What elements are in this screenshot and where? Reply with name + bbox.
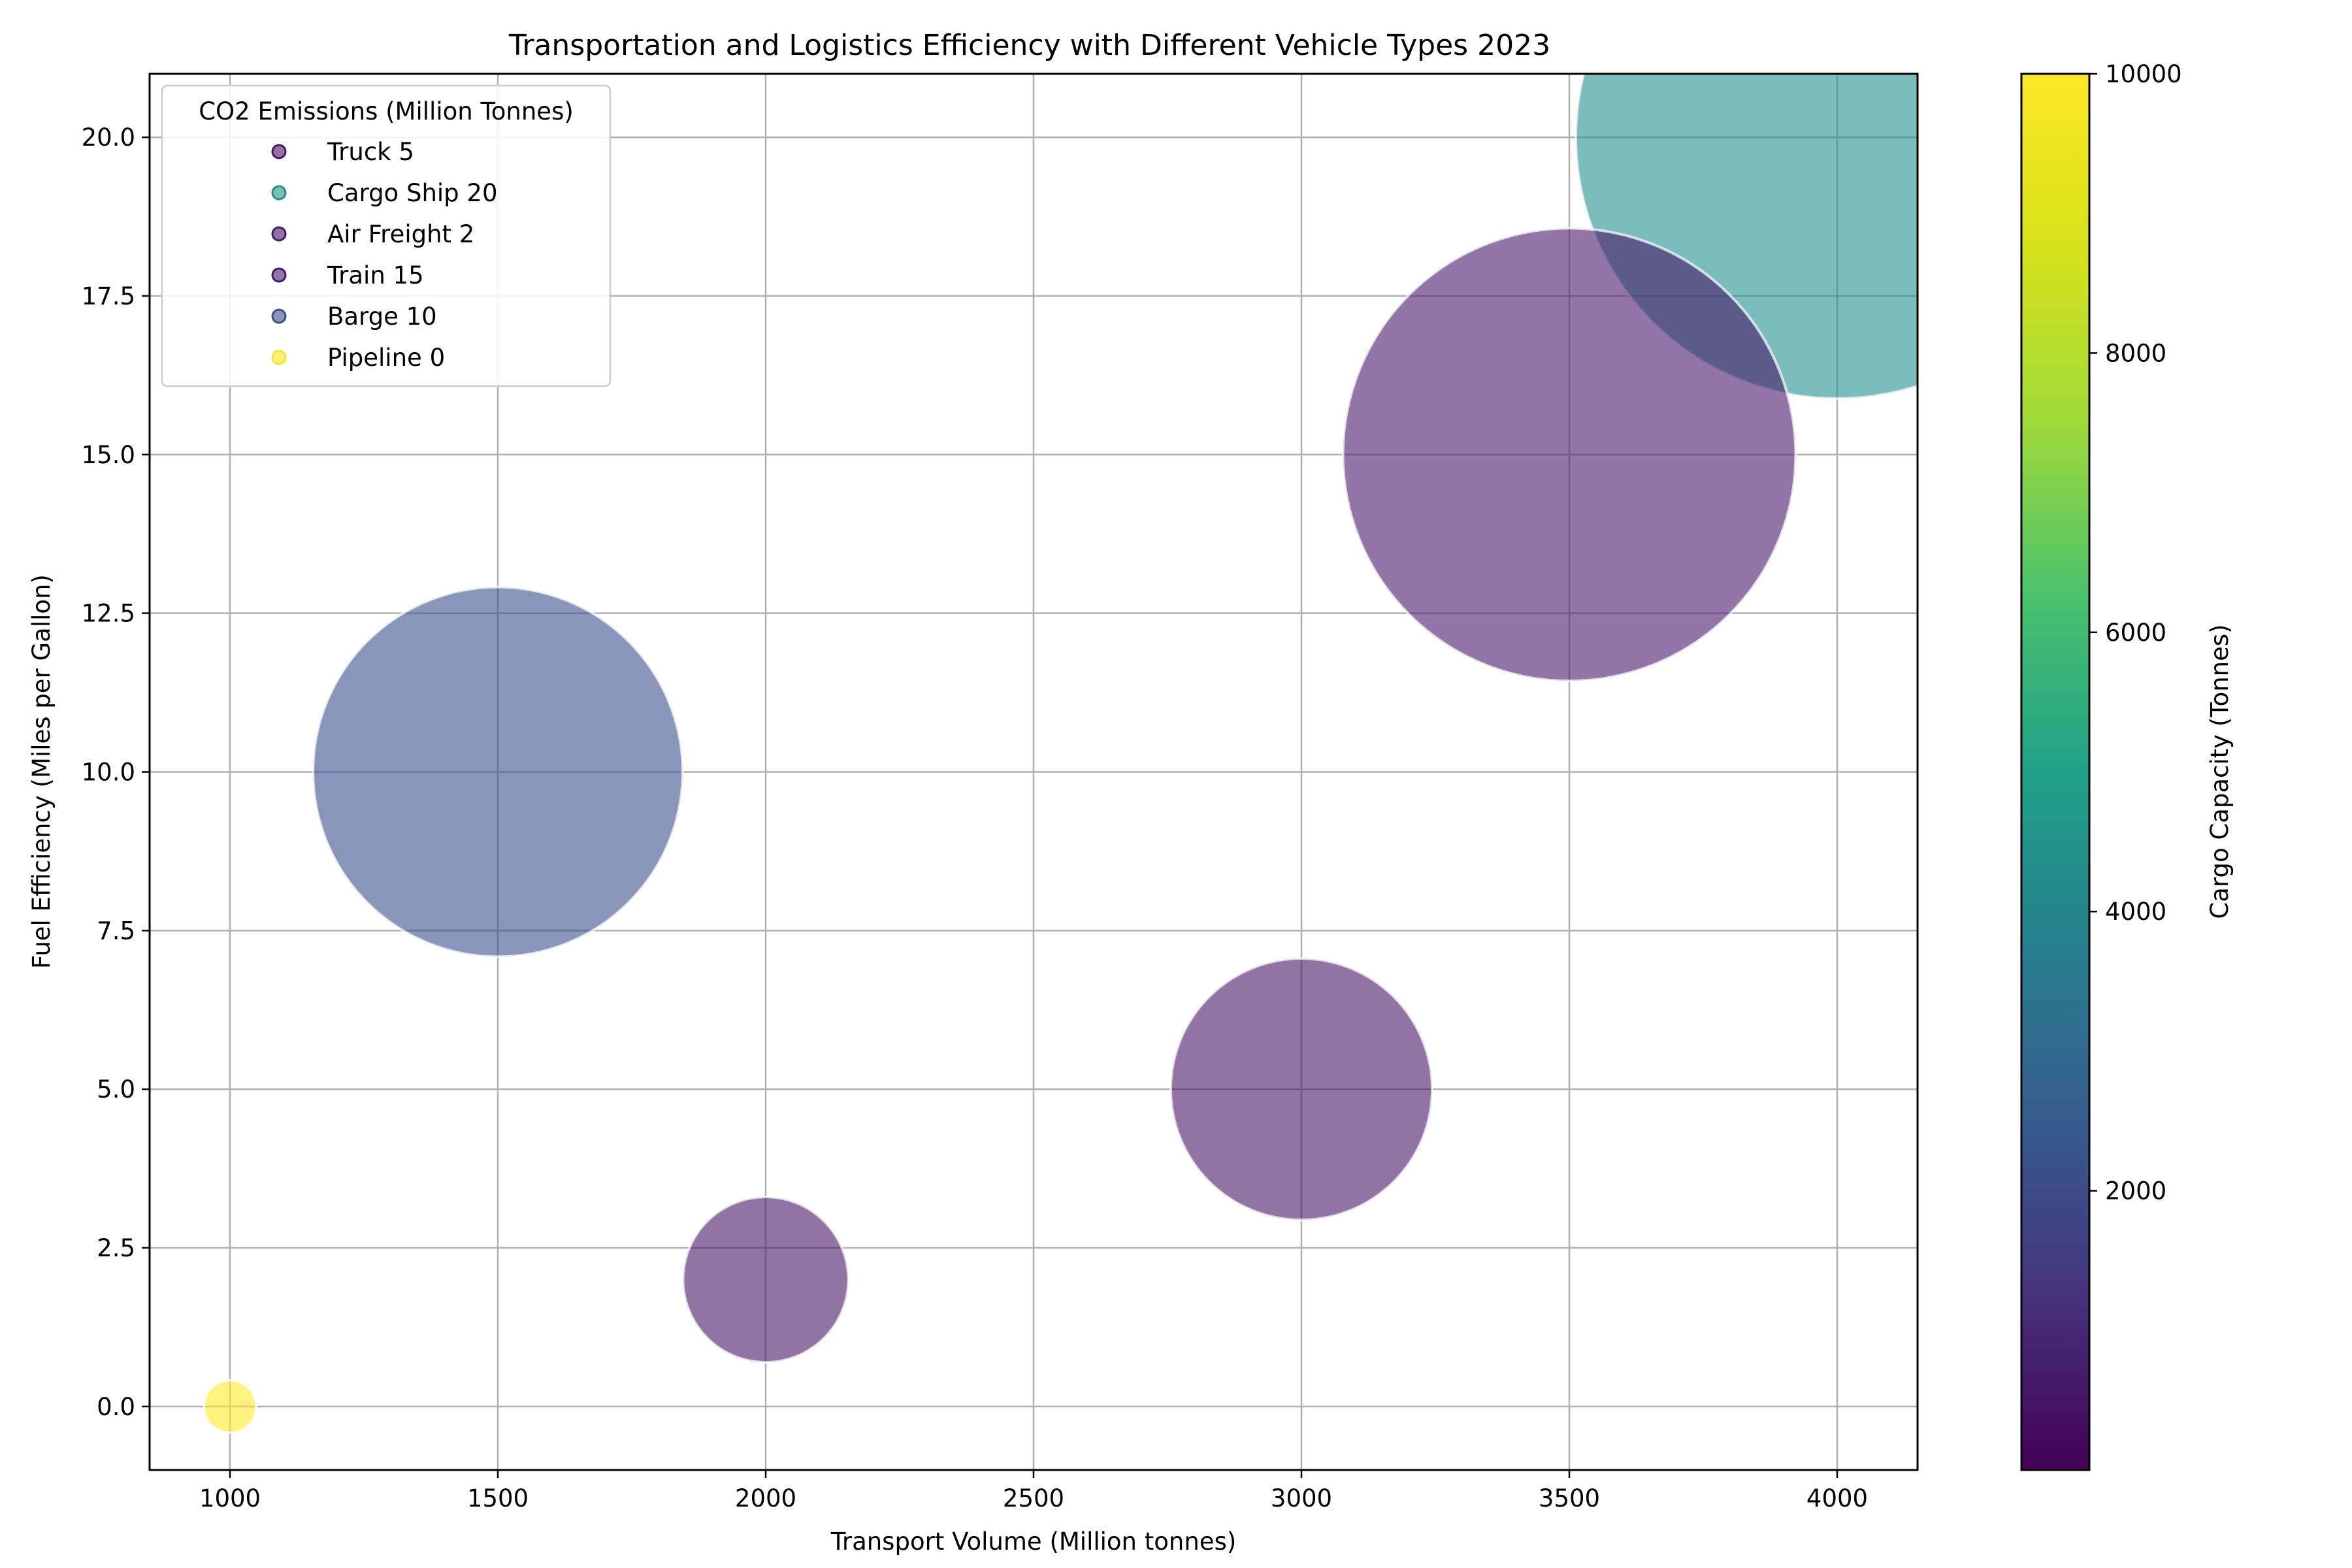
legend: CO2 Emissions (Million Tonnes) Truck 5 Ca…	[161, 84, 612, 387]
colorbar-ticks: 2000 4000 6000 8000 10000	[2089, 60, 2182, 1205]
colorbar-label: Cargo Capacity (Tonnes)	[2206, 624, 2234, 919]
legend-marker	[271, 185, 287, 201]
legend-entry-label: Pipeline 0	[327, 344, 445, 372]
y-tick-label: 2.5	[97, 1234, 135, 1262]
y-tick-label: 10.0	[82, 759, 135, 787]
legend-entry-label: Truck 5	[327, 138, 414, 166]
colorbar-tick-label: 6000	[2105, 619, 2166, 647]
y-tick-label: 15.0	[82, 441, 135, 469]
y-ticks: 0.0 2.5 5.0 7.5 10.0 12.5 15.0 17.5 20.0	[82, 123, 150, 1421]
chart-title: Transportation and Logistics Efficiency …	[508, 29, 1550, 62]
colorbar-tick-label: 2000	[2105, 1177, 2166, 1205]
x-tick-label: 3500	[1539, 1484, 1600, 1512]
x-tick-label: 2000	[735, 1484, 796, 1512]
bubble-truck-5	[1169, 957, 1433, 1222]
x-tick-label: 3000	[1271, 1484, 1332, 1512]
x-tick-label: 1500	[467, 1484, 529, 1512]
legend-marker	[271, 350, 287, 365]
bubble-barge-10	[312, 585, 684, 958]
legend-marker	[271, 226, 287, 242]
colorbar-tick-label: 8000	[2105, 339, 2166, 367]
bubble-pipeline-0	[203, 1379, 257, 1434]
y-tick-label: 7.5	[97, 917, 135, 945]
legend-entry-label: Air Freight 2	[327, 220, 474, 248]
legend-marker	[271, 144, 287, 159]
y-tick-label: 5.0	[97, 1075, 135, 1103]
x-tick-label: 1000	[199, 1484, 261, 1512]
y-tick-label: 17.5	[82, 282, 135, 310]
colorbar-tick-label: 10000	[2105, 60, 2182, 88]
y-axis-label: Fuel Efficiency (Miles per Gallon)	[27, 574, 56, 969]
legend-title: CO2 Emissions (Million Tonnes)	[199, 97, 574, 125]
legend-entry-label: Cargo Ship 20	[327, 179, 498, 207]
colorbar-tick-label: 4000	[2105, 898, 2166, 926]
y-tick-label: 0.0	[97, 1393, 135, 1421]
legend-marker	[271, 267, 287, 283]
y-tick-label: 20.0	[82, 123, 135, 152]
y-tick-label: 12.5	[82, 600, 135, 628]
colorbar-gradient	[2020, 73, 2091, 1471]
bubble-air-freight-2	[681, 1196, 850, 1364]
x-tick-label: 4000	[1806, 1484, 1868, 1512]
legend-entries: Truck 5 Cargo Ship 20 Air Freight 2 Train 1…	[271, 138, 498, 372]
colorbar: 2000 4000 6000 8000 10000 Cargo Capacity (To…	[2020, 60, 2234, 1471]
legend-entry-label: Train 15	[327, 261, 424, 289]
bubbles	[203, 74, 1918, 1434]
x-axis-label: Transport Volume (Million tonnes)	[830, 1527, 1237, 1556]
x-tick-label: 2500	[1003, 1484, 1064, 1512]
x-ticks: 1000 1500 2000 2500 3000 3500 4000	[199, 1470, 1868, 1512]
bubble-train-15	[1341, 227, 1797, 683]
legend-marker	[271, 308, 287, 324]
legend-entry-label: Barge 10	[327, 302, 437, 331]
